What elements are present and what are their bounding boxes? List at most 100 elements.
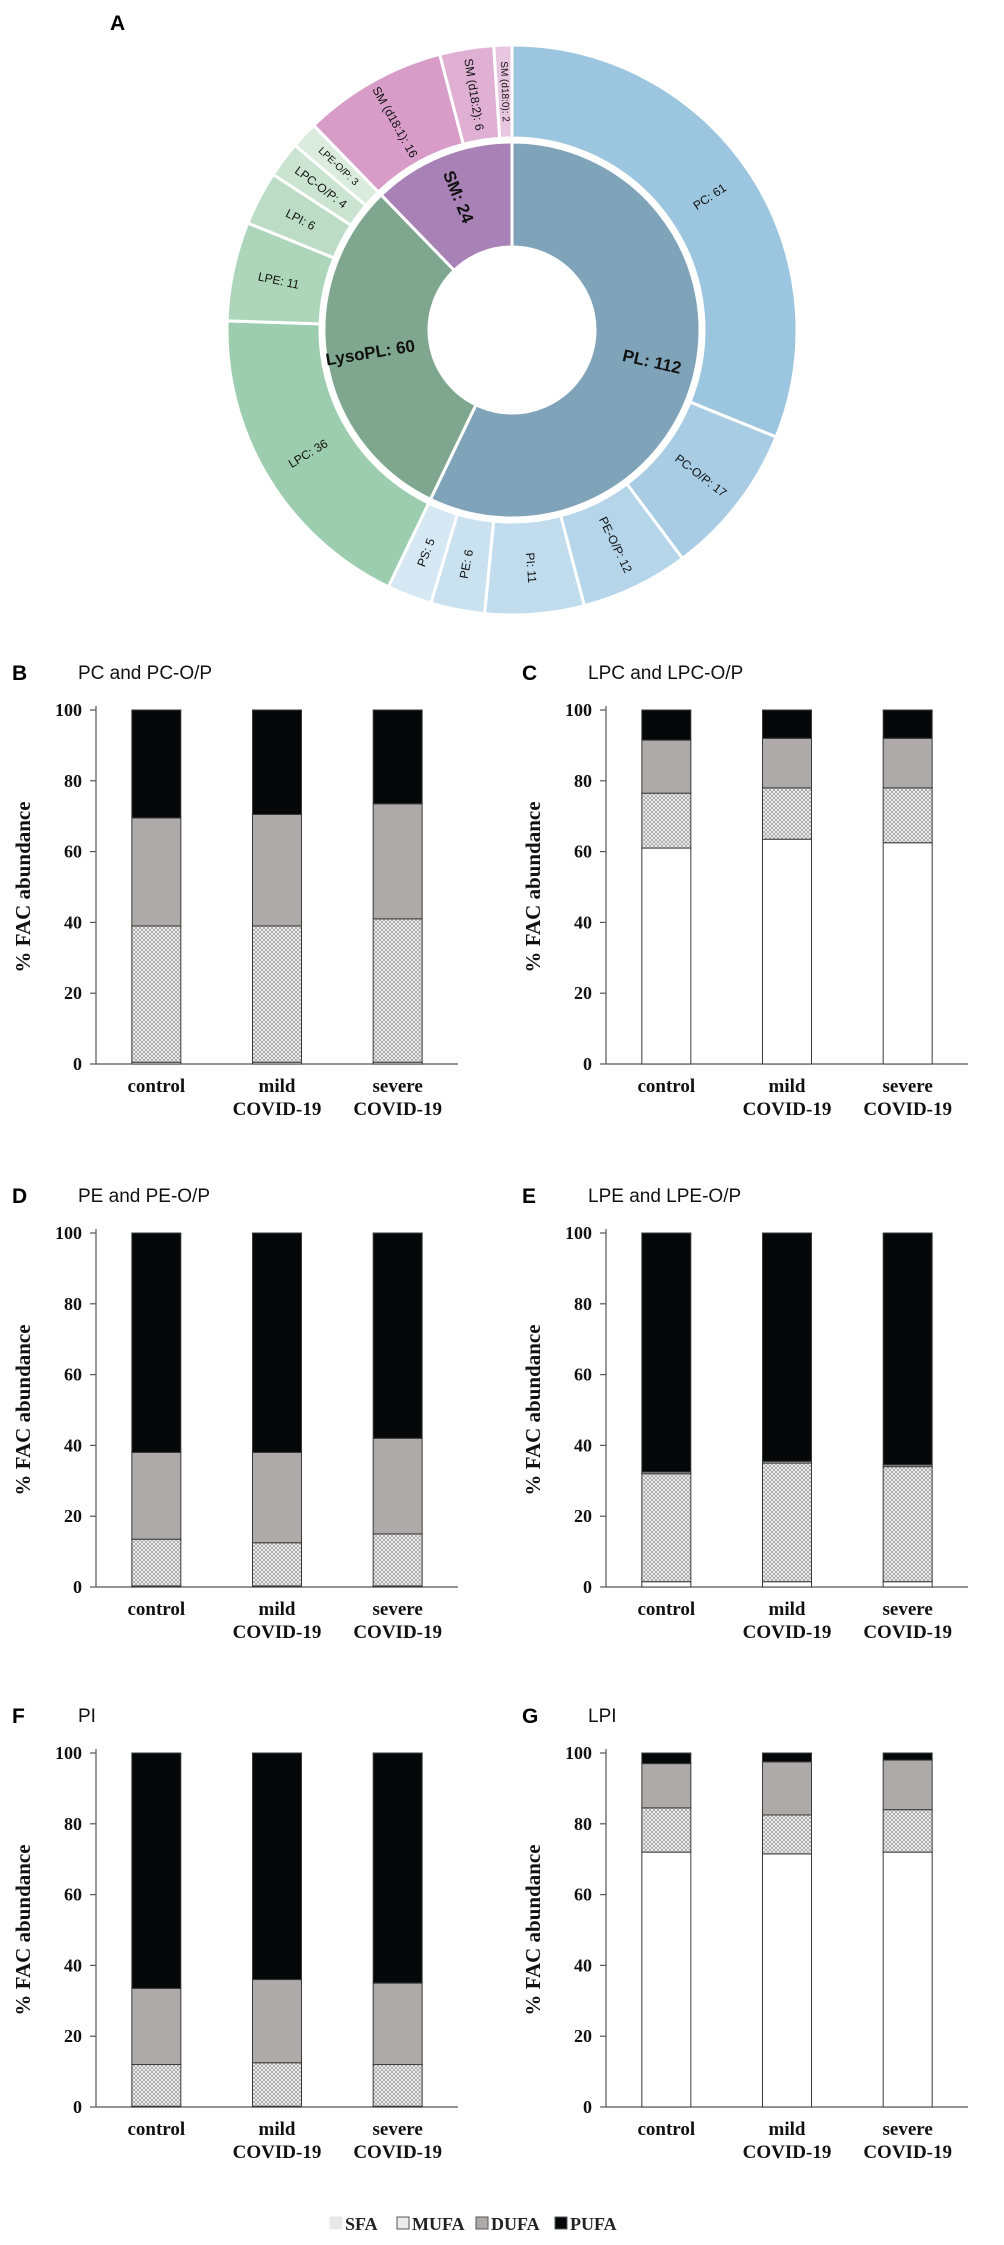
y-tick-label-c: 0 (583, 1054, 592, 1074)
y-axis-label-f: % FAC abundance (11, 1844, 35, 2015)
y-tick-label-f: 60 (64, 1885, 82, 1905)
y-tick-label-c: 100 (565, 700, 592, 720)
bar-f-pufa (252, 1752, 302, 1981)
bar-g-sfa (762, 1853, 812, 2108)
bar-g-pufa (641, 1752, 692, 1765)
panel-letter-c: C (522, 662, 537, 685)
bar-g-mufa (641, 1807, 692, 1853)
inner-slice-sm (379, 140, 514, 273)
y-axis-label-c: % FAC abundance (521, 801, 545, 972)
y-tick-label-f: 0 (73, 2097, 82, 2117)
x-tick-label-g: control (637, 2119, 695, 2140)
bar-c-dufa (762, 737, 812, 789)
legend-swatch-mufa (396, 2216, 410, 2230)
bar-c-mufa (641, 792, 692, 849)
x-tick-label-c: severe (883, 1076, 933, 1097)
y-tick-label-e: 100 (565, 1223, 592, 1243)
bar-e-pufa (882, 1232, 933, 1466)
bar-g-mufa (762, 1814, 812, 1855)
bar-d-dufa (372, 1437, 423, 1535)
panel-letter-e: E (522, 1185, 536, 1208)
y-tick-label-b: 40 (64, 912, 82, 932)
panel-letter-a: A (110, 12, 125, 35)
bar-e-mufa (641, 1473, 692, 1583)
chart-title-g: LPI (588, 1706, 617, 1727)
chart-title-b: PC and PC-O/P (78, 663, 212, 684)
bar-c-mufa (882, 787, 933, 844)
y-tick-label-g: 0 (583, 2097, 592, 2117)
y-tick-label-b: 20 (64, 983, 82, 1003)
bar-e-mufa (762, 1462, 812, 1583)
x-tick-label-d: mild (259, 1599, 296, 1620)
bar-b-mufa (131, 925, 182, 1063)
bar-f-dufa (252, 1979, 302, 2064)
y-tick-label-c: 20 (574, 983, 592, 1003)
inner-slice-lysopl (322, 192, 478, 502)
x-tick-label-g: COVID-19 (743, 2142, 832, 2163)
y-tick-label-g: 80 (574, 1814, 592, 1834)
y-tick-label-g: 100 (565, 1743, 592, 1763)
y-tick-label-d: 80 (64, 1294, 82, 1314)
bar-f-pufa (131, 1752, 182, 1989)
bar-g-sfa (641, 1851, 692, 2108)
bar-c-pufa (762, 709, 812, 739)
panel-letter-f: F (12, 1705, 25, 1728)
outer-label-pi: PI: 11 (523, 552, 539, 584)
x-tick-label-f: COVID-19 (233, 2142, 322, 2163)
bar-c-pufa (641, 709, 692, 741)
bar-g-dufa (641, 1763, 692, 1809)
bar-f-mufa (372, 2064, 423, 2107)
x-tick-label-e: COVID-19 (743, 1622, 832, 1643)
bar-d-mufa (252, 1542, 302, 1587)
chart-title-d: PE and PE-O/P (78, 1186, 210, 1207)
y-tick-label-d: 100 (55, 1223, 82, 1243)
y-tick-label-e: 80 (574, 1294, 592, 1314)
chart-title-c: LPC and LPC-O/P (588, 663, 743, 684)
bar-chart-g: LPI 0 20 40 60 80 100 % FAC abundance control mil… (521, 1706, 968, 2163)
y-tick-label-b: 60 (64, 842, 82, 862)
y-axis-label-b: % FAC abundance (11, 801, 35, 972)
bar-f-pufa (372, 1752, 423, 1984)
x-tick-label-d: control (127, 1599, 185, 1620)
x-tick-label-f: COVID-19 (353, 2142, 442, 2163)
bar-c-pufa (882, 709, 933, 739)
bar-c-sfa (882, 842, 933, 1065)
bar-g-pufa (882, 1752, 933, 1761)
bar-e-sfa (641, 1581, 692, 1588)
bar-d-dufa (131, 1451, 182, 1540)
legend-swatch-pufa (554, 2216, 568, 2230)
x-tick-label-g: severe (883, 2119, 933, 2140)
legend-label-sfa: SFA (345, 2214, 378, 2234)
bar-e-pufa (762, 1232, 812, 1462)
bar-chart-e: LPE and LPE-O/P 0 20 40 60 80 100 % FAC abundan… (521, 1186, 968, 1643)
bar-d-pufa (372, 1232, 423, 1439)
inner-slice-pl (428, 140, 702, 520)
y-tick-label-f: 100 (55, 1743, 82, 1763)
bar-f-mufa (131, 2064, 182, 2107)
y-tick-label-b: 100 (55, 700, 82, 720)
y-tick-label-d: 60 (64, 1365, 82, 1385)
bar-e-sfa (762, 1581, 812, 1588)
legend-swatch-sfa (329, 2216, 343, 2230)
y-tick-label-d: 40 (64, 1435, 82, 1455)
y-axis-label-g: % FAC abundance (521, 1844, 545, 2015)
outer-slice-sm-d18-0- (492, 43, 514, 140)
bar-chart-f: PI 0 20 40 60 80 100 % FAC abundance control mild… (11, 1706, 458, 2163)
bar-chart-c: LPC and LPC-O/P 0 20 40 60 80 100 % FAC abundan… (521, 663, 968, 1120)
y-tick-label-e: 40 (574, 1435, 592, 1455)
panel-letter-g: G (522, 1705, 538, 1728)
legend-label-pufa: PUFA (570, 2214, 617, 2234)
legend-swatch-dufa (475, 2216, 489, 2230)
bar-e-pufa (641, 1232, 692, 1473)
bar-b-pufa (252, 709, 302, 815)
x-tick-label-e: control (637, 1599, 695, 1620)
y-axis-label-e: % FAC abundance (521, 1324, 545, 1495)
x-tick-label-e: severe (883, 1599, 933, 1620)
bar-d-mufa (372, 1533, 423, 1587)
bar-g-dufa (762, 1761, 812, 1816)
y-tick-label-e: 60 (574, 1365, 592, 1385)
bar-g-pufa (762, 1752, 812, 1763)
bar-c-dufa (882, 737, 933, 789)
bar-b-dufa (252, 813, 302, 927)
